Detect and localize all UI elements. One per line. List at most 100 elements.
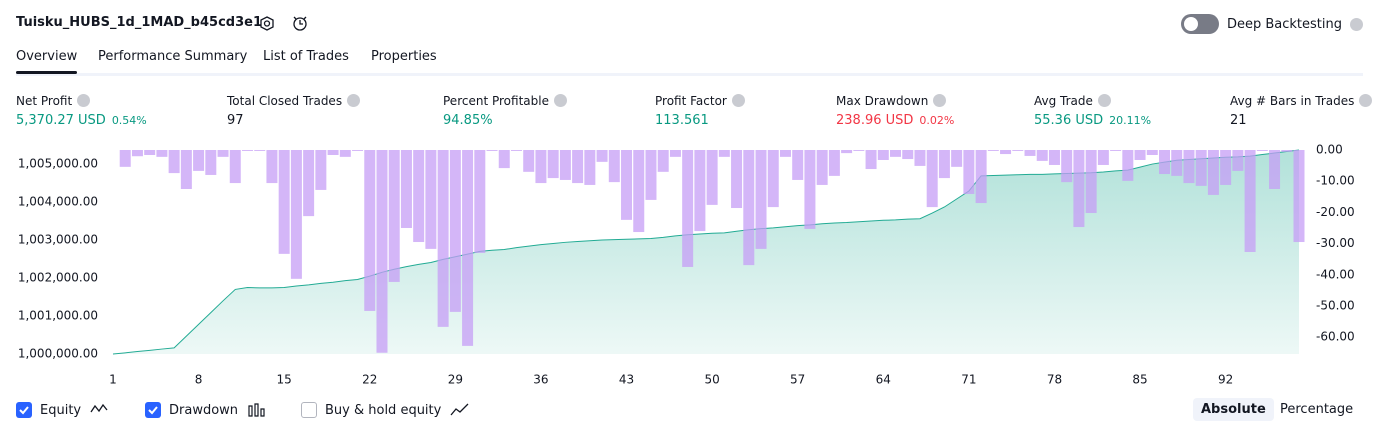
drawdown-bar [926,150,938,208]
drawdown-bar [902,150,914,160]
tab[interactable]: List of Trades [263,49,349,64]
metric-percent: 0.02% [919,114,955,127]
metric-label: Avg Trade [1034,94,1111,108]
legend-icon [90,403,108,413]
tab[interactable]: Overview [16,49,78,64]
drawdown-bar [327,150,339,155]
toggle-label: Deep Backtesting [1226,16,1342,32]
drawdown-bar [633,150,645,233]
y2-tick-label: -60.00 [1316,330,1355,344]
metric-value: 94.85% [443,113,493,128]
metric-name: Max Drawdown [836,94,929,108]
drawdown-bar [1207,150,1219,195]
drawdown-bar [657,150,669,172]
y2-tick-label: -20.00 [1316,205,1355,219]
drawdown-bar [449,150,461,312]
drawdown-bar [608,150,620,183]
x-tick-label: 71 [961,373,976,387]
metric-number: 55.36 USD [1034,113,1104,128]
tab[interactable]: Performance Summary [98,49,248,64]
legend-icon [450,403,469,416]
drawdown-bar [584,150,596,185]
help-icon[interactable] [1350,17,1363,31]
y-tick-label: 1,005,000.00 [18,157,98,171]
drawdown-bar [1097,150,1109,165]
x-tick-label: 78 [1047,373,1062,387]
checkbox[interactable] [16,402,32,418]
drawdown-bar [938,150,950,179]
metric-value: 238.96 USD 0.02% [836,113,954,128]
metric-name: Percent Profitable [443,94,549,108]
drawdown-bar [437,150,449,327]
info-icon[interactable] [1097,94,1111,107]
drawdown-bar [731,150,743,209]
metric-number: 94.85% [443,113,493,128]
settings-icon[interactable] [260,16,274,31]
drawdown-bar [290,150,302,279]
tab-underline [16,71,77,74]
drawdown-bar [1159,150,1171,175]
legend-item[interactable]: Buy & hold equity [301,402,471,418]
metric-percent: 0.54% [111,114,147,127]
scale-mode-button[interactable]: Absolute [1193,398,1274,421]
drawdown-bar [498,150,510,169]
x-tick-label: 8 [195,373,203,387]
legend-item[interactable]: Drawdown [145,402,268,418]
drawdown-bar [144,150,156,155]
info-icon[interactable] [77,94,91,107]
metric-label: Net Profit [16,94,91,108]
legend-label: Buy & hold equity [325,402,442,418]
drawdown-bar [877,150,889,160]
metric-label: Total Closed Trades [227,94,361,108]
drawdown-bar [376,150,388,353]
alert-icon[interactable] [293,16,307,31]
drawdown-bar [425,150,437,249]
metric-value: 21 [1230,113,1247,128]
metric-name: Avg Trade [1034,94,1093,108]
legend-item[interactable]: Equity [16,402,111,418]
drawdown-bar [890,150,902,157]
info-icon[interactable] [933,94,947,107]
drawdown-bar [706,150,718,205]
legend-label: Equity [40,402,82,418]
metric-name: Net Profit [16,94,73,108]
checkbox[interactable] [301,402,317,418]
drawdown-bar [767,150,779,208]
metric-number: 21 [1230,113,1247,128]
info-icon[interactable] [731,94,745,107]
drawdown-bar [241,150,253,151]
info-icon[interactable] [347,94,361,107]
info-icon[interactable] [1359,94,1373,107]
drawdown-bar [1134,150,1146,160]
drawdown-bar [816,150,828,185]
x-tick-label: 36 [533,373,548,387]
y-tick-label: 1,000,000.00 [18,347,98,361]
drawdown-bar [1061,150,1073,183]
drawdown-bar [193,150,205,171]
metric-name: Profit Factor [655,94,727,108]
scale-mode-button[interactable]: Percentage [1280,402,1354,417]
x-tick-label: 43 [619,373,634,387]
x-tick-label: 22 [362,373,377,387]
drawdown-bar [547,150,559,179]
drawdown-bar [1183,150,1195,184]
drawdown-bar [168,150,180,174]
metric-number: 97 [227,113,244,128]
metric-name: Total Closed Trades [227,94,343,108]
drawdown-bar [1024,150,1036,156]
drawdown-bar [315,150,327,190]
tab[interactable]: Properties [371,49,437,64]
drawdown-bar [841,150,853,154]
toggle-switch[interactable] [1180,14,1219,34]
info-icon[interactable] [553,94,567,107]
metric-number: 238.96 USD [836,113,914,128]
drawdown-bar [1232,150,1244,171]
drawdown-bar [229,150,241,184]
x-tick-label: 15 [277,373,292,387]
drawdown-bar [388,150,400,282]
checkbox[interactable] [145,402,161,418]
drawdown-bar [180,150,192,189]
drawdown-bar [572,150,584,184]
deep-backtesting[interactable]: Deep Backtesting [1180,14,1363,34]
